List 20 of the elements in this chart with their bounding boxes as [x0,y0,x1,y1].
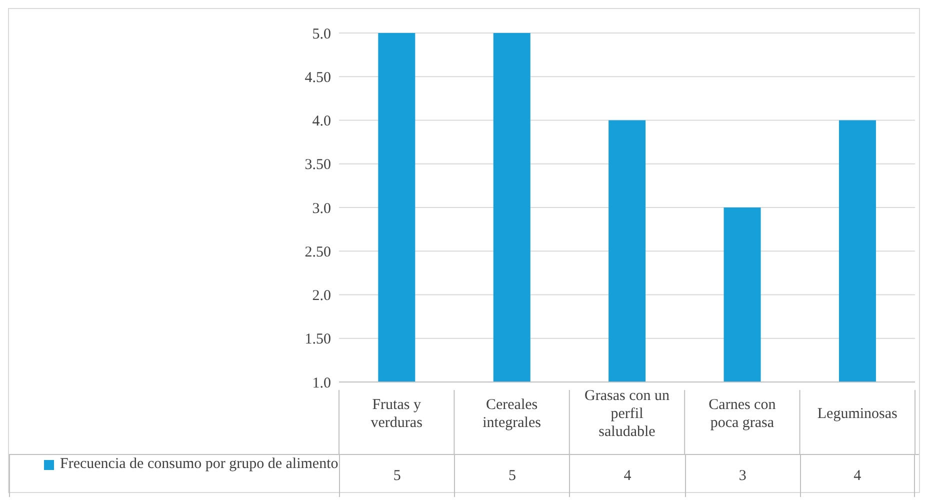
data-label: 5 [339,455,454,497]
x-tick-label: Grasas con un perfil saludable [584,388,670,440]
y-tick-label: 2.50 [304,244,331,260]
legend-label: Frecuencia de consumo por grupo de alimento [60,455,338,474]
x-tick-label: Cereales integrales [482,397,542,431]
y-tick-label: 1.50 [304,332,331,348]
y-tick-label: 3.50 [304,157,331,174]
data-label: 5 [454,455,570,497]
data-label: 4 [800,455,915,497]
y-tick-label: 4.50 [304,70,331,86]
y-tick-label: 4.0 [312,114,331,130]
x-tick-label: Carnes con poca grasa [708,397,776,431]
y-tick-label: 2.0 [312,288,331,304]
y-tick-label: 3.0 [312,200,331,217]
y-tick-label: 5.0 [312,26,331,42]
data-label: 3 [684,455,800,497]
x-tick-label: Leguminosas [817,406,898,422]
y-tick-label: 1.0 [312,375,331,392]
data-label: 4 [569,455,685,497]
x-tick-label: Frutas y verduras [370,397,423,431]
